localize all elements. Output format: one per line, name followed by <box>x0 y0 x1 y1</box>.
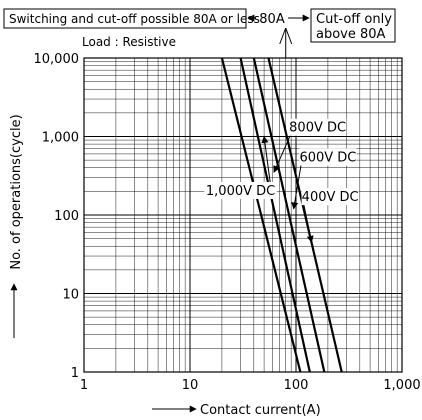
plot-frame <box>83 57 403 373</box>
series-label: 600V DC <box>299 151 356 166</box>
grid <box>83 57 403 373</box>
threshold-tick-right <box>285 27 293 45</box>
series-label: 1,000V DC <box>206 184 275 199</box>
y-tick-label: 1,000 <box>42 131 79 146</box>
y-tick-label: 10 <box>62 288 79 303</box>
cutoff-only-text-line1: Cut-off only <box>316 12 392 27</box>
series-labels: 1,000V DC 800V DC 600V DC 400V DC <box>204 118 359 243</box>
load-label: Load : Resistive <box>82 35 176 49</box>
y-tick-label: 100 <box>54 209 79 224</box>
series-leader-arrow <box>273 133 292 173</box>
switching-range-text: Switching and cut-off possible 80A or le… <box>9 12 260 26</box>
cutoff-only-text-line2: above 80A <box>316 27 386 42</box>
series-label-bg <box>289 118 347 136</box>
series-label-bg <box>301 188 359 206</box>
series-line <box>239 57 311 373</box>
cutoff-only-box <box>310 8 396 43</box>
x-tick-label: 1,000 <box>383 378 420 393</box>
series-line <box>252 57 326 373</box>
threshold-arrows <box>247 14 310 58</box>
y-tick-label: 1 <box>71 366 79 381</box>
x-axis-label: Contact current(A) <box>200 403 321 418</box>
series-label: 400V DC <box>302 190 359 205</box>
x-tick-label: 1 <box>80 378 88 393</box>
series-line <box>220 57 302 373</box>
x-tick-label: 100 <box>284 378 309 393</box>
threshold-label: 80A <box>259 12 285 27</box>
series-leader-arrow <box>261 135 272 188</box>
curves <box>220 57 343 373</box>
x-tick-label: 10 <box>182 378 199 393</box>
series-label: 800V DC <box>289 121 346 136</box>
series-label-bg <box>204 181 277 199</box>
y-axis-label: No. of operations(cycle) <box>9 114 24 269</box>
series-leader-arrow <box>303 203 314 243</box>
y-tick-label: 10,000 <box>34 52 80 67</box>
switching-range-box <box>3 8 247 29</box>
series-line <box>267 57 343 373</box>
series-label-bg <box>299 148 357 166</box>
tick-labels: 1 10 100 1,000 1 10 100 1,000 10,000 <box>34 52 421 393</box>
series-leader-arrow <box>291 163 302 210</box>
threshold-tick-left <box>279 27 287 45</box>
